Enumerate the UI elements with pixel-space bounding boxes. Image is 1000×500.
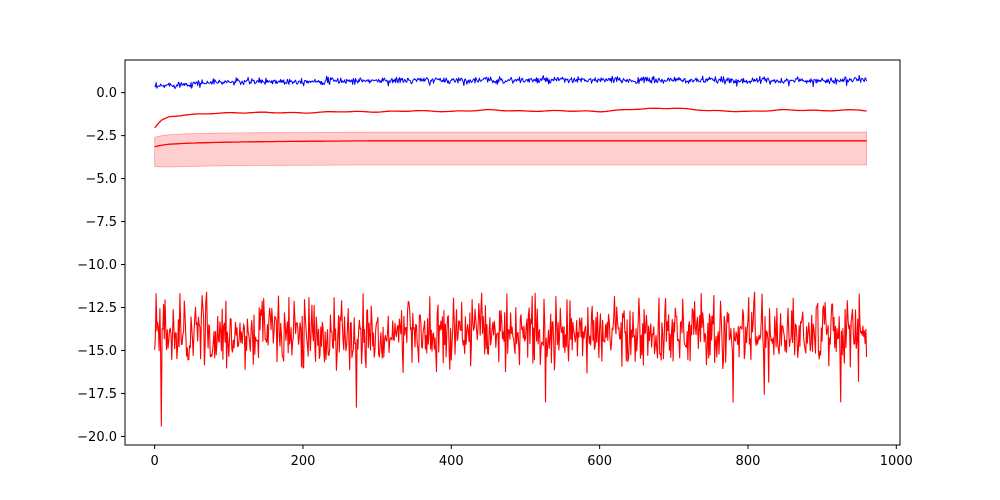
x-tick-label: 600 (587, 454, 612, 469)
y-tick-label: −20.0 (77, 430, 117, 445)
y-tick-label: −5.0 (85, 172, 117, 187)
x-tick-label: 400 (439, 454, 464, 469)
y-tick-label: −12.5 (77, 301, 117, 316)
series-2-line (154, 140, 867, 148)
series-1-line (154, 107, 867, 129)
series-3-line (154, 291, 868, 427)
y-tick-label: −2.5 (85, 129, 117, 144)
y-tick-label: 0.0 (96, 86, 117, 101)
y-axis: 0.0 −2.5 −5.0 −7.5 −10.0 −12.5 −15.0 −17.5 −20.0 (77, 86, 125, 445)
y-tick-label: −17.5 (77, 387, 117, 402)
x-tick-label: 800 (736, 454, 761, 469)
axes-frame (124, 59, 901, 446)
x-tick-label: 1000 (880, 454, 913, 469)
series-2-band (154, 131, 867, 168)
x-tick-label: 0 (151, 454, 159, 469)
x-axis: 0 200 400 600 800 1000 (151, 445, 913, 469)
y-tick-label: −15.0 (77, 344, 117, 359)
series-0-line (154, 75, 868, 89)
x-tick-label: 200 (291, 454, 316, 469)
y-tick-label: −7.5 (85, 215, 117, 230)
y-tick-label: −10.0 (77, 258, 117, 273)
plot-area (154, 75, 868, 427)
